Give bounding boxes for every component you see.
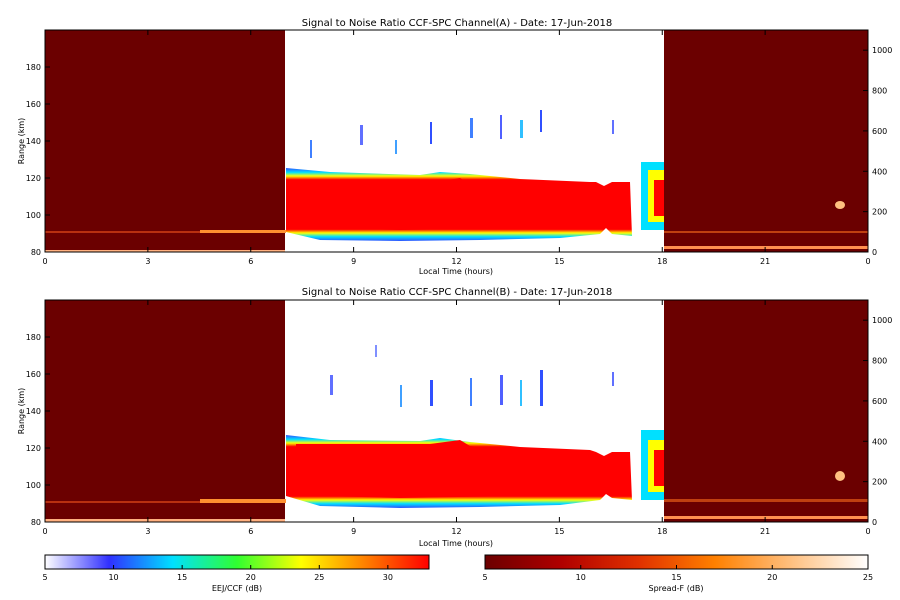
y-axis-label: Range (km)	[17, 118, 26, 165]
y2-tick-label: 800	[872, 87, 887, 96]
y2-tick-labels: 0 200 400 600 800 1000	[863, 316, 892, 527]
y-tick-label: 120	[26, 174, 41, 183]
x-tick-label: 21	[760, 527, 770, 536]
y-tick-label: 80	[31, 518, 41, 527]
colorbar-spread-f-label: Spread-F (dB)	[648, 584, 703, 593]
colorbar-eej: 5 10 15 20 25 30 EEJ/CCF (dB)	[42, 554, 430, 593]
irregularities-150km	[310, 110, 614, 158]
y2-tick-label: 0	[872, 518, 877, 527]
colorbar-tick-label: 20	[246, 573, 256, 582]
x-tick-label: 15	[554, 257, 564, 266]
night-region-left	[45, 300, 285, 522]
x-tick-label: 6	[248, 527, 253, 536]
y-tick-label: 80	[31, 248, 41, 257]
x-tick-label: 12	[451, 527, 461, 536]
colorbar-eej-gradient	[44, 554, 430, 570]
x-tick-label: 6	[248, 257, 253, 266]
irregularities-150km	[330, 345, 614, 407]
chart-title: Signal to Noise Ratio CCF-SPC Channel(B)…	[302, 287, 612, 298]
x-tick-labels: 0 3 6 9 12 15 18 21 0	[42, 300, 871, 536]
x-tick-label: 18	[657, 257, 667, 266]
y-axis-label: Range (km)	[17, 388, 26, 435]
panel-a: Signal to Noise Ratio CCF-SPC Channel(A)…	[17, 18, 892, 276]
colorbar-tick-label: 5	[482, 573, 487, 582]
y-tick-label: 140	[26, 137, 41, 146]
colorbar-tick-label: 15	[671, 573, 681, 582]
x-tick-label: 15	[554, 527, 564, 536]
y-tick-label: 100	[26, 211, 41, 220]
y2-tick-label: 200	[872, 478, 887, 487]
colorbar-tick-label: 25	[863, 573, 873, 582]
night-region-right	[664, 30, 868, 252]
colorbar-tick-label: 15	[177, 573, 187, 582]
x-tick-label: 21	[760, 257, 770, 266]
night-region-left	[45, 30, 285, 252]
y-tick-label: 140	[26, 407, 41, 416]
x-tick-label: 0	[42, 257, 47, 266]
colorbar-tick-label: 10	[108, 573, 118, 582]
x-tick-label: 3	[145, 527, 150, 536]
y-tick-label: 100	[26, 481, 41, 490]
x-tick-labels: 0 3 6 9 12 15 18 21 0	[42, 30, 871, 266]
colorbar-eej-label: EEJ/CCF (dB)	[212, 584, 262, 593]
eej-layer	[286, 168, 632, 241]
y-tick-label: 180	[26, 63, 41, 72]
x-tick-label: 9	[351, 527, 356, 536]
x-tick-label: 12	[451, 257, 461, 266]
night-region-right	[664, 300, 868, 522]
eej-layer-after-gap	[641, 162, 664, 230]
chart-title: Signal to Noise Ratio CCF-SPC Channel(A)…	[302, 18, 612, 29]
y2-tick-labels: 0 200 400 600 800 1000	[863, 46, 892, 257]
colorbar-tick-label: 20	[767, 573, 777, 582]
y2-tick-label: 400	[872, 437, 887, 446]
y2-tick-label: 200	[872, 208, 887, 217]
x-axis-label: Local Time (hours)	[419, 267, 493, 276]
y2-tick-label: 600	[872, 397, 887, 406]
panel-b: Signal to Noise Ratio CCF-SPC Channel(B)…	[17, 287, 892, 548]
x-axis-label: Local Time (hours)	[419, 539, 493, 548]
x-tick-label: 3	[145, 257, 150, 266]
y-tick-label: 160	[26, 100, 41, 109]
eej-layer	[286, 435, 632, 508]
eej-layer-after-gap	[641, 430, 664, 500]
y-tick-label: 120	[26, 444, 41, 453]
colorbar-tick-label: 10	[576, 573, 586, 582]
x-tick-label: 0	[42, 527, 47, 536]
x-tick-label: 18	[657, 527, 667, 536]
y2-tick-label: 1000	[872, 46, 892, 55]
spread-f-trace	[45, 471, 868, 522]
y-tick-label: 180	[26, 333, 41, 342]
colorbar-spread-f: 5 10 15 20 25 Spread-F (dB)	[482, 554, 873, 593]
y2-tick-label: 1000	[872, 316, 892, 325]
y2-tick-label: 800	[872, 357, 887, 366]
y2-tick-label: 400	[872, 167, 887, 176]
x-tick-label: 0	[865, 527, 870, 536]
x-tick-label: 0	[865, 257, 870, 266]
y2-tick-label: 600	[872, 127, 887, 136]
y-tick-labels: 80 100 120 140 160 180	[26, 63, 50, 257]
x-tick-label: 9	[351, 257, 356, 266]
y2-tick-label: 0	[872, 248, 877, 257]
y-tick-labels: 80 100 120 140 160 180	[26, 333, 50, 527]
colorbar-tick-label: 25	[314, 573, 324, 582]
spread-f-trace	[45, 201, 868, 252]
colorbar-tick-label: 5	[42, 573, 47, 582]
y-tick-label: 160	[26, 370, 41, 379]
colorbar-tick-label: 30	[383, 573, 393, 582]
